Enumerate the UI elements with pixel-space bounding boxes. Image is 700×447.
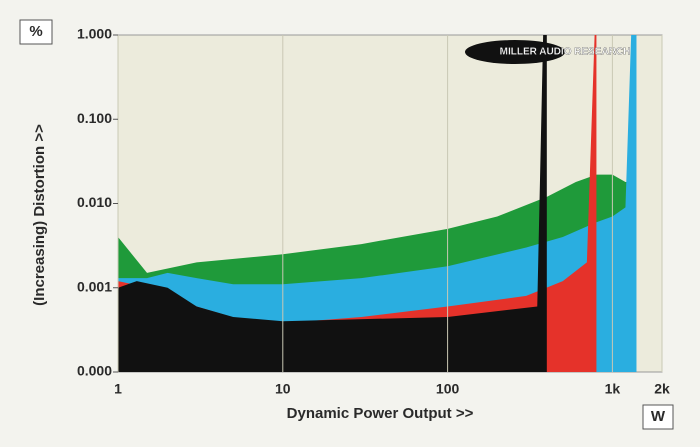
logo: MILLER AUDIO RESEARCH [500,47,631,58]
y-unit: % [29,23,42,40]
logo-ellipse [465,40,565,64]
x-unit: W [651,408,666,425]
y-tick-label: 1.000 [77,26,112,42]
y-tick-label: 0.010 [77,194,112,210]
y-tick-label: 0.001 [77,278,112,294]
unit-box [19,19,53,45]
x-tick-label: 2k [654,381,670,397]
area [118,35,547,372]
x-tick-label: 1 [114,381,122,397]
x-tick-label: 100 [436,381,460,397]
x-tick-label: 10 [275,381,291,397]
y-tick-label: 0.100 [77,110,112,126]
x-axis-title: Dynamic Power Output >> [287,405,474,422]
y-axis-title: (Increasing) Distortion >> [31,124,48,306]
area [118,35,637,372]
unit-box [642,404,674,430]
x-tick-label: 1k [605,381,621,397]
y-tick-label: 0.000 [77,363,112,379]
